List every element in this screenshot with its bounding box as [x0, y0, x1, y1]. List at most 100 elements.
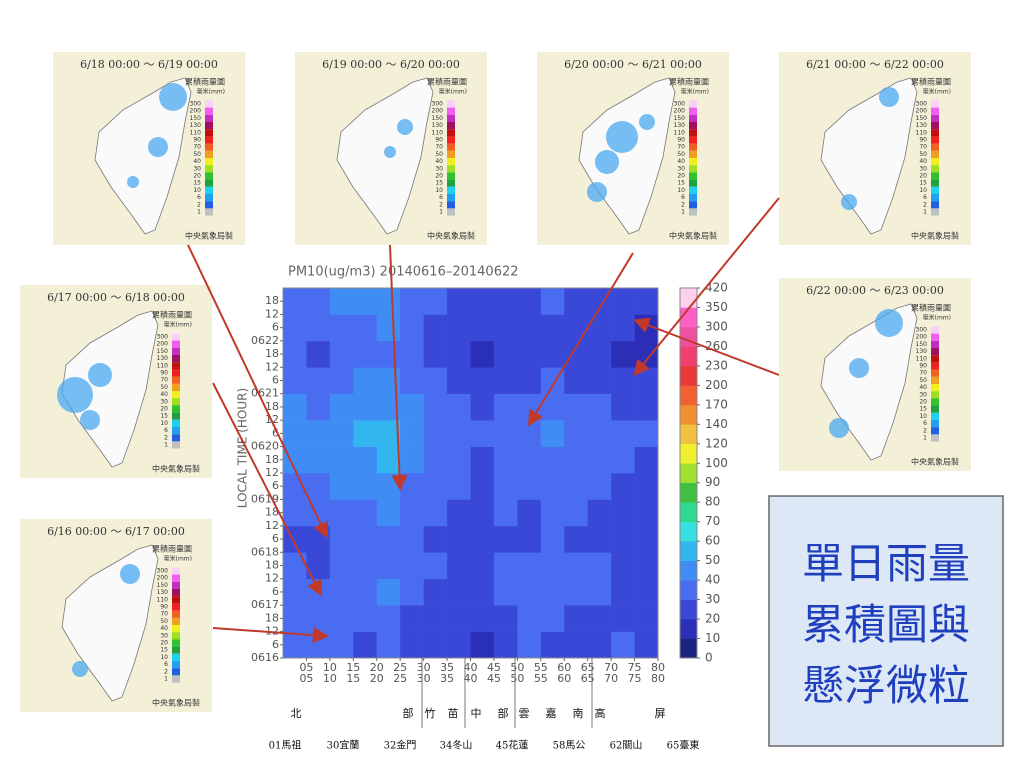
- heat-cell: [587, 631, 612, 659]
- legend-swatch: [447, 165, 455, 173]
- heat-cell: [376, 420, 401, 447]
- heat-cell: [540, 578, 565, 606]
- rain-area: [397, 119, 413, 135]
- heat-cell: [587, 578, 612, 606]
- heat-cell: [587, 367, 612, 395]
- heat-cell: [329, 473, 354, 500]
- heat-cell: [400, 393, 424, 421]
- legend-swatch: [931, 129, 939, 137]
- heat-cell: [611, 288, 635, 315]
- legend-swatch: [447, 114, 455, 122]
- heat-cell: [423, 552, 448, 580]
- legend-level: 70: [919, 144, 927, 151]
- heat-cell: [564, 473, 588, 500]
- heat-cell: [447, 446, 471, 474]
- heat-cell: [283, 605, 307, 632]
- legend-swatch: [172, 347, 180, 355]
- legend-level: 130: [916, 122, 928, 129]
- heat-cell: [564, 420, 588, 447]
- legend-level: 15: [193, 180, 201, 187]
- legend-swatch: [205, 136, 213, 144]
- heat-cell: [376, 631, 401, 659]
- legend-swatch: [205, 114, 213, 122]
- legend-swatch: [172, 639, 180, 647]
- heat-cell: [376, 288, 401, 315]
- legend-level: 110: [674, 129, 686, 136]
- rain-area: [384, 146, 396, 158]
- colorbar-label: 40: [705, 573, 720, 587]
- colorbar-label: 80: [705, 495, 720, 509]
- heat-cell: [470, 420, 495, 447]
- legend-swatch: [447, 107, 455, 115]
- legend-level: 6: [197, 194, 201, 201]
- legend-swatch: [931, 107, 939, 115]
- heat-cell: [306, 288, 331, 315]
- y-tick-label: 6: [272, 321, 279, 334]
- legend-level: 1: [164, 442, 168, 449]
- legend-title: 累積雨量圖: [669, 77, 709, 87]
- legend-swatch: [931, 420, 939, 428]
- y-tick-label: 6: [272, 479, 279, 492]
- map-title: 6/21 00:00 ～ 6/22 00:00: [806, 58, 944, 71]
- legend-swatch: [172, 383, 180, 391]
- box-line: 單日雨量: [802, 539, 970, 588]
- legend-swatch: [689, 194, 697, 202]
- rain-area: [57, 377, 93, 413]
- heat-cell: [283, 288, 307, 315]
- colorbar-label: 30: [705, 592, 720, 606]
- heat-cell: [329, 420, 354, 447]
- map-credit: 中央氣象局製: [152, 698, 200, 708]
- x-tick-label: 65: [581, 672, 595, 685]
- heat-cell: [329, 552, 354, 580]
- legend-swatch: [447, 201, 455, 209]
- legend-level: 200: [157, 341, 169, 348]
- colorbar-label: 20: [705, 612, 720, 626]
- y-tick-label: 0618: [251, 545, 279, 558]
- legend-level: 200: [916, 108, 928, 115]
- legend-swatch: [931, 326, 939, 334]
- heat-cell: [283, 473, 307, 500]
- legend-level: 150: [190, 115, 202, 122]
- y-tick-label: 6: [272, 638, 279, 651]
- heat-cell: [493, 605, 518, 632]
- legend-swatch: [205, 165, 213, 173]
- legend-swatch: [689, 136, 697, 144]
- legend-unit: 毫米(mm): [164, 321, 192, 329]
- legend-swatch: [931, 348, 939, 356]
- station-label: 62關山: [610, 740, 643, 752]
- legend-level: 30: [919, 165, 927, 172]
- legend-swatch: [931, 412, 939, 420]
- legend-title: 累積雨量圖: [427, 77, 467, 87]
- legend-swatch: [172, 376, 180, 384]
- legend-title: 累積雨量圖: [911, 77, 951, 87]
- legend-level: 200: [432, 108, 444, 115]
- legend-swatch: [172, 589, 180, 597]
- region-label: 中: [471, 707, 482, 720]
- heat-cell: [353, 552, 378, 580]
- colorbar-bin: [680, 580, 697, 600]
- legend-level: 2: [439, 201, 443, 208]
- map-credit: 中央氣象局製: [427, 231, 475, 241]
- legend-swatch: [931, 179, 939, 187]
- legend-swatch: [931, 208, 939, 216]
- heat-cell: [353, 288, 378, 315]
- colorbar-frame: [679, 287, 698, 659]
- heat-cell: [540, 314, 565, 342]
- heat-cell: [329, 605, 354, 632]
- region-dividers: [421, 658, 593, 728]
- legend-swatch: [931, 201, 939, 209]
- region-label: 嘉: [546, 706, 557, 720]
- legend-swatch: [172, 661, 180, 669]
- heat-cell: [587, 314, 612, 342]
- legend-level: 30: [919, 391, 927, 398]
- taiwan-shape: [94, 77, 192, 235]
- heat-cell: [423, 446, 448, 474]
- x-tick-label: 50: [510, 672, 524, 685]
- heat-cell: [376, 525, 401, 553]
- legend-swatch: [931, 186, 939, 194]
- legend-swatch: [205, 143, 213, 151]
- text-box-bg: [768, 495, 1004, 747]
- legend-unit: 毫米(mm): [439, 88, 467, 96]
